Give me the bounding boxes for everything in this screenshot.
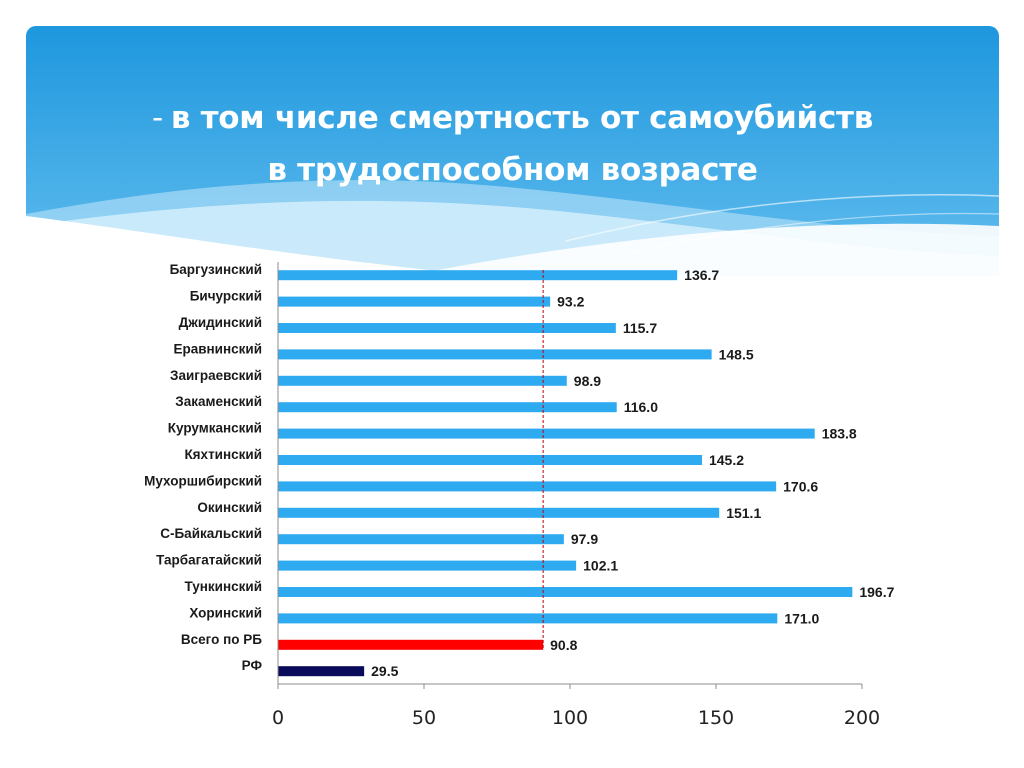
value-label: 196.7: [859, 584, 894, 600]
category-label: С-Байкальский: [160, 526, 262, 541]
bar: [278, 428, 815, 439]
value-label: 151.1: [726, 505, 761, 521]
category-label: Кяхтинский: [184, 447, 262, 462]
value-label: 148.5: [719, 346, 754, 362]
category-label: Еравнинский: [173, 341, 262, 356]
category-label: Всего по РБ: [181, 632, 262, 647]
title-line-1: в том числе смертность от самоубийств: [170, 100, 874, 136]
value-label: 98.9: [574, 373, 601, 389]
value-label: 116.0: [624, 399, 658, 415]
bar: [278, 455, 702, 465]
value-label: 102.1: [583, 558, 618, 574]
value-label: 136.7: [684, 267, 719, 283]
value-label: 183.8: [822, 426, 857, 442]
x-tick-label: 150: [698, 707, 734, 729]
bar: [278, 349, 712, 360]
category-label: Заиграевский: [170, 368, 262, 383]
bar: [278, 613, 778, 624]
category-label: Тарбагатайский: [156, 553, 262, 568]
header-wave-background: [26, 26, 999, 276]
category-label: Закаменский: [175, 394, 262, 409]
value-label: 171.0: [784, 610, 819, 626]
bar: [278, 481, 777, 492]
page-title: -в том числе смертность от самоубийств в…: [26, 92, 999, 196]
bar: [278, 534, 564, 545]
x-tick-label: 50: [412, 707, 436, 729]
value-label: 170.6: [783, 478, 818, 494]
category-label: Бичурский: [190, 289, 262, 304]
bar: [278, 587, 853, 597]
bar: [278, 639, 544, 650]
category-label: Курумканский: [168, 421, 262, 436]
bar: [278, 402, 617, 413]
bar: [278, 666, 365, 677]
bar: [278, 323, 616, 333]
category-label: Мухоршибирский: [144, 473, 262, 488]
category-label: Хоринский: [189, 605, 262, 620]
bar: [278, 560, 577, 571]
category-label: Тункинский: [185, 579, 262, 594]
category-label: Окинский: [197, 500, 262, 515]
category-label: Баргузинский: [170, 262, 262, 277]
bar: [278, 375, 567, 386]
title-dash: -: [151, 100, 163, 136]
x-tick-label: 200: [844, 707, 880, 729]
title-line-2: в трудоспособном возрасте: [267, 152, 758, 188]
bar: [278, 270, 678, 281]
value-label: 115.7: [623, 320, 657, 336]
category-label: РФ: [242, 658, 263, 673]
value-label: 93.2: [557, 294, 584, 310]
bar: [278, 296, 551, 307]
x-tick-label: 100: [552, 707, 588, 729]
value-label: 29.5: [371, 663, 398, 679]
category-label: Джидинский: [179, 315, 262, 330]
value-label: 145.2: [709, 452, 744, 468]
value-label: 90.8: [550, 637, 577, 653]
value-label: 97.9: [571, 531, 598, 547]
bar: [278, 507, 720, 518]
slide-header: -в том числе смертность от самоубийств в…: [26, 26, 999, 276]
x-tick-label: 0: [272, 707, 284, 729]
